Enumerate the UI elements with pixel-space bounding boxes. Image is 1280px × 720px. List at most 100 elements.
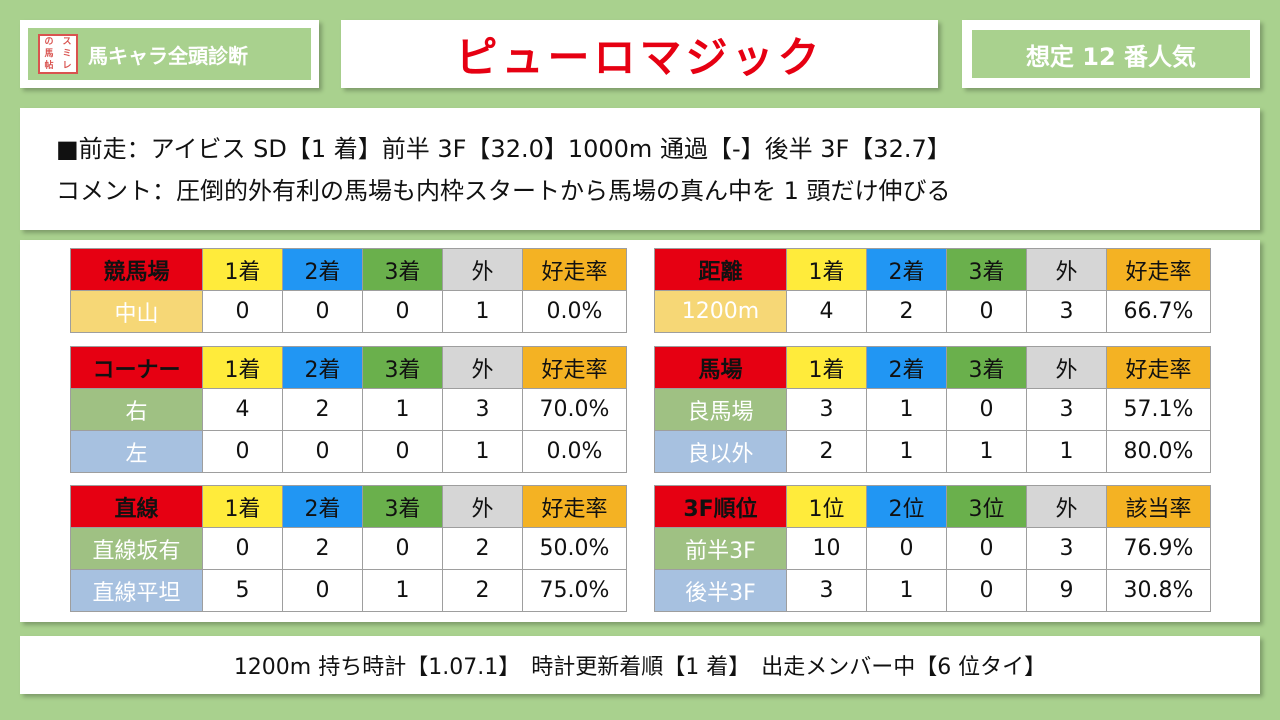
popularity-panel: 想定 12 番人気	[962, 20, 1260, 88]
rate-header: 好走率	[522, 248, 627, 291]
row-label: 良馬場	[654, 388, 787, 431]
third-header: 3着	[362, 485, 443, 528]
second-count: 2	[282, 527, 363, 570]
logo-char: ミ	[62, 49, 72, 59]
first-header: 1着	[202, 346, 283, 389]
row-label: 直線平坦	[70, 569, 203, 612]
comment-line: コメント：圧倒的外有利の馬場も内枠スタートから馬場の真ん中を 1 頭だけ伸びる	[56, 177, 951, 205]
rate-value: 70.0%	[522, 388, 627, 431]
first-count: 3	[786, 569, 867, 612]
series-panel-inner: の ス 馬 ミ 帖 レ 馬キャラ全頭診断	[28, 28, 311, 80]
rate-value: 50.0%	[522, 527, 627, 570]
rate-value: 0.0%	[522, 290, 627, 333]
logo-char: ス	[62, 37, 72, 47]
footer-panel: 1200m 持ち時計【1.07.1】 時計更新着順【1 着】 出走メンバー中【6…	[20, 636, 1260, 694]
row-label: 左	[70, 430, 203, 473]
other-count: 2	[442, 569, 523, 612]
second-count: 0	[282, 430, 363, 473]
course-table: 競馬場 1着 2着 3着 外 好走率 中山 0 0 0 1 0.0%	[70, 248, 627, 333]
third-header: 3着	[362, 248, 443, 291]
other-count: 2	[442, 527, 523, 570]
distance-header: 距離	[654, 248, 787, 291]
rank-3f-table: 3F順位 1位 2位 3位 外 該当率 前半3F 10 0 0 3 76.9% …	[654, 485, 1211, 612]
going-table: 馬場 1着 2着 3着 外 好走率 良馬場 3 1 0 3 57.1% 良以外 …	[654, 346, 1211, 473]
second-count: 1	[866, 388, 947, 431]
horse-name-panel: ピューロマジック	[341, 20, 938, 88]
first-count: 0	[202, 430, 283, 473]
first-count: 0	[202, 527, 283, 570]
rate-value: 0.0%	[522, 430, 627, 473]
course-header: 競馬場	[70, 248, 203, 291]
row-label: 右	[70, 388, 203, 431]
first-count: 5	[202, 569, 283, 612]
rate-value: 75.0%	[522, 569, 627, 612]
third-count: 0	[946, 290, 1027, 333]
rate-value: 66.7%	[1106, 290, 1211, 333]
other-count: 1	[1026, 430, 1107, 473]
other-header: 外	[442, 248, 523, 291]
logo: の ス 馬 ミ 帖 レ	[38, 34, 78, 74]
stats-panel: 競馬場 1着 2着 3着 外 好走率 中山 0 0 0 1 0.0% 距離 1着…	[20, 240, 1260, 622]
third-count: 0	[362, 290, 443, 333]
first-count: 4	[202, 388, 283, 431]
other-count: 1	[442, 290, 523, 333]
third-count: 1	[946, 430, 1027, 473]
rate-header: 該当率	[1106, 485, 1211, 528]
third-header: 3着	[362, 346, 443, 389]
second-header: 2位	[866, 485, 947, 528]
rate-header: 好走率	[522, 485, 627, 528]
logo-char: 帖	[44, 61, 54, 71]
horse-name: ピューロマジック	[455, 32, 824, 82]
going-header: 馬場	[654, 346, 787, 389]
last-race-line: ■前走：アイビス SD【1 着】前半 3F【32.0】1000m 通過【-】後半…	[56, 135, 951, 163]
row-label: 1200m	[654, 290, 787, 333]
other-header: 外	[442, 485, 523, 528]
other-header: 外	[1026, 485, 1107, 528]
other-count: 9	[1026, 569, 1107, 612]
footer-text: 1200m 持ち時計【1.07.1】 時計更新着順【1 着】 出走メンバー中【6…	[233, 655, 1047, 680]
second-header: 2着	[282, 485, 363, 528]
third-count: 0	[946, 527, 1027, 570]
third-count: 0	[946, 388, 1027, 431]
row-label: 前半3F	[654, 527, 787, 570]
popularity-label: 想定 12 番人気	[1025, 42, 1197, 71]
second-count: 2	[282, 388, 363, 431]
first-header: 1着	[786, 248, 867, 291]
second-count: 0	[866, 527, 947, 570]
logo-char: 馬	[44, 49, 54, 59]
third-count: 0	[946, 569, 1027, 612]
rate-value: 76.9%	[1106, 527, 1211, 570]
row-label: 直線坂有	[70, 527, 203, 570]
other-header: 外	[1026, 248, 1107, 291]
third-count: 0	[362, 527, 443, 570]
straight-header: 直線	[70, 485, 203, 528]
second-header: 2着	[866, 248, 947, 291]
popularity-panel-inner: 想定 12 番人気	[972, 30, 1250, 78]
second-header: 2着	[866, 346, 947, 389]
corner-table: コーナー 1着 2着 3着 外 好走率 右 4 2 1 3 70.0% 左 0 …	[70, 346, 627, 473]
second-header: 2着	[282, 248, 363, 291]
other-count: 3	[1026, 290, 1107, 333]
row-label: 良以外	[654, 430, 787, 473]
third-header: 3着	[946, 248, 1027, 291]
second-count: 0	[282, 569, 363, 612]
rate-value: 80.0%	[1106, 430, 1211, 473]
other-header: 外	[1026, 346, 1107, 389]
second-count: 2	[866, 290, 947, 333]
third-header: 3着	[946, 346, 1027, 389]
row-label: 後半3F	[654, 569, 787, 612]
first-count: 4	[786, 290, 867, 333]
logo-char: レ	[62, 61, 72, 71]
rate-value: 57.1%	[1106, 388, 1211, 431]
first-count: 10	[786, 527, 867, 570]
first-header: 1着	[786, 346, 867, 389]
third-header: 3位	[946, 485, 1027, 528]
first-header: 1位	[786, 485, 867, 528]
second-count: 0	[282, 290, 363, 333]
other-count: 1	[442, 430, 523, 473]
first-count: 0	[202, 290, 283, 333]
other-count: 3	[442, 388, 523, 431]
row-label: 中山	[70, 290, 203, 333]
rate-header: 好走率	[1106, 248, 1211, 291]
first-count: 3	[786, 388, 867, 431]
